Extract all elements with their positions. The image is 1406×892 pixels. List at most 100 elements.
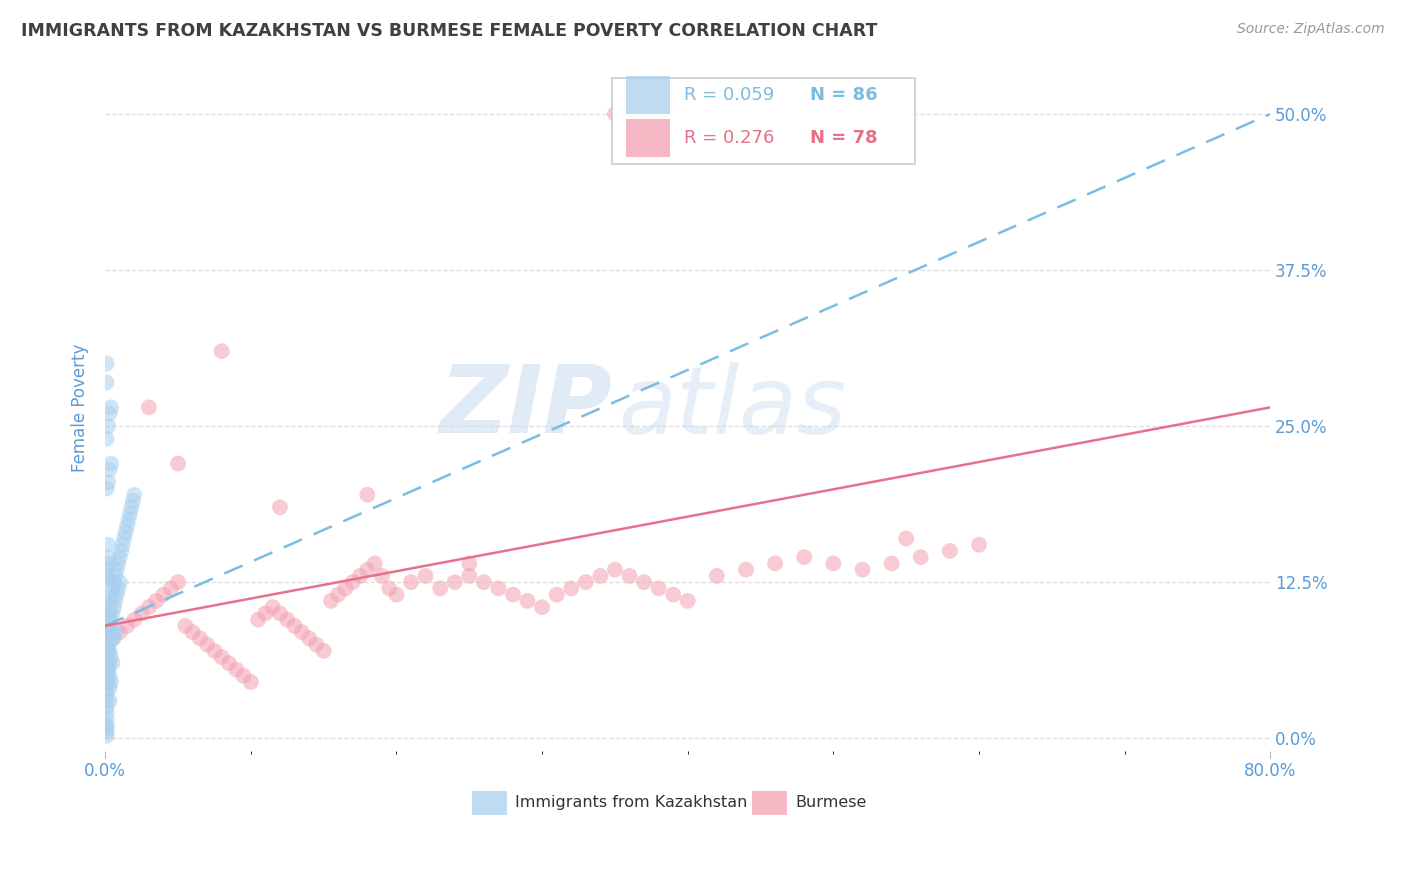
Point — [269, 607, 291, 621]
Point — [115, 519, 138, 533]
Point — [458, 569, 481, 583]
Point — [104, 569, 127, 583]
Point — [96, 632, 118, 646]
Point — [97, 419, 120, 434]
Point — [335, 582, 357, 596]
FancyBboxPatch shape — [752, 791, 787, 814]
Point — [115, 619, 138, 633]
Text: N = 78: N = 78 — [810, 128, 877, 146]
Point — [676, 594, 699, 608]
Point — [443, 575, 465, 590]
Point — [415, 569, 437, 583]
Point — [823, 557, 845, 571]
Point — [546, 588, 568, 602]
Point — [97, 600, 120, 615]
Point — [195, 638, 218, 652]
Point — [98, 594, 121, 608]
Point — [96, 700, 118, 714]
Point — [312, 644, 335, 658]
Point — [110, 544, 132, 558]
Point — [589, 569, 612, 583]
Point — [218, 657, 240, 671]
Point — [101, 657, 124, 671]
Point — [105, 563, 128, 577]
Point — [96, 706, 118, 721]
Text: IMMIGRANTS FROM KAZAKHSTAN VS BURMESE FEMALE POVERTY CORRELATION CHART: IMMIGRANTS FROM KAZAKHSTAN VS BURMESE FE… — [21, 22, 877, 40]
Point — [100, 613, 122, 627]
Point — [896, 532, 918, 546]
Text: Burmese: Burmese — [794, 795, 866, 810]
Point — [98, 632, 121, 646]
Point — [283, 619, 305, 633]
Point — [560, 582, 582, 596]
Point — [97, 675, 120, 690]
Point — [356, 563, 378, 577]
Text: ZIP: ZIP — [439, 361, 612, 453]
Point — [167, 457, 190, 471]
Point — [472, 575, 495, 590]
Point — [305, 638, 328, 652]
Point — [120, 500, 142, 515]
Point — [96, 663, 118, 677]
Point — [97, 550, 120, 565]
Point — [429, 582, 451, 596]
Text: atlas: atlas — [617, 362, 846, 453]
Point — [96, 713, 118, 727]
Point — [107, 557, 129, 571]
Point — [122, 494, 145, 508]
Point — [276, 613, 298, 627]
Point — [103, 600, 125, 615]
Point — [291, 625, 314, 640]
Point — [111, 538, 134, 552]
Point — [211, 650, 233, 665]
Point — [96, 725, 118, 739]
Point — [98, 657, 121, 671]
Point — [112, 532, 135, 546]
Point — [117, 513, 139, 527]
Point — [633, 575, 655, 590]
Point — [967, 538, 990, 552]
Point — [356, 488, 378, 502]
Point — [174, 619, 197, 633]
Point — [98, 557, 121, 571]
Point — [647, 582, 669, 596]
Point — [96, 432, 118, 446]
Point — [603, 563, 626, 577]
Point — [97, 650, 120, 665]
Point — [124, 613, 146, 627]
Point — [98, 694, 121, 708]
Point — [96, 657, 118, 671]
FancyBboxPatch shape — [472, 791, 508, 814]
Point — [98, 463, 121, 477]
Point — [188, 632, 211, 646]
Point — [96, 719, 118, 733]
Point — [399, 575, 422, 590]
Point — [97, 538, 120, 552]
Point — [269, 500, 291, 515]
Point — [103, 575, 125, 590]
Point — [486, 582, 509, 596]
Point — [97, 613, 120, 627]
Point — [211, 344, 233, 359]
Point — [107, 582, 129, 596]
Point — [108, 625, 131, 640]
Point — [100, 457, 122, 471]
Point — [97, 644, 120, 658]
Point — [254, 607, 277, 621]
Point — [96, 721, 118, 735]
Point — [98, 407, 121, 421]
Point — [851, 563, 873, 577]
Point — [108, 575, 131, 590]
FancyBboxPatch shape — [626, 119, 671, 157]
Point — [232, 669, 254, 683]
Point — [385, 588, 408, 602]
Point — [105, 588, 128, 602]
Point — [97, 657, 120, 671]
Point — [298, 632, 321, 646]
Point — [458, 557, 481, 571]
Point — [97, 638, 120, 652]
Point — [96, 607, 118, 621]
Point — [247, 613, 270, 627]
Point — [575, 575, 598, 590]
Point — [502, 588, 524, 602]
